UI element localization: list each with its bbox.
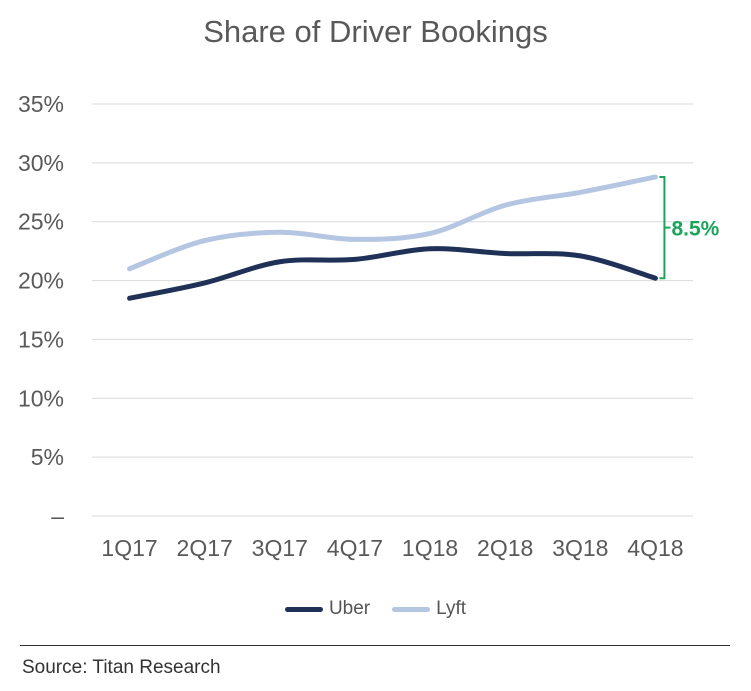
legend-swatch-uber xyxy=(284,606,323,612)
source-note: Source: Titan Research xyxy=(22,657,221,678)
y-axis-ticks: – 5% 10% 15% 20% 25% 30% 35% xyxy=(18,91,64,529)
x-tick-label: 4Q18 xyxy=(627,535,683,561)
y-tick-label: 20% xyxy=(18,268,64,294)
legend-label-uber: Uber xyxy=(328,598,371,619)
footer-divider xyxy=(20,645,730,646)
legend: Uber Lyft xyxy=(0,598,751,620)
x-tick-label: 2Q18 xyxy=(477,535,533,561)
line-chart: –5%10%15%20%25%30%35% 1Q17 2Q17 3Q17 4Q17 1Q… xyxy=(18,91,720,561)
series-line-uber xyxy=(127,246,658,301)
series-lines xyxy=(127,174,658,301)
y-tick-label: 10% xyxy=(18,385,64,411)
y-tick-label: – xyxy=(51,503,64,529)
y-tick-label: 25% xyxy=(18,209,64,235)
x-tick-label: 1Q18 xyxy=(402,535,458,561)
y-tick-label: 5% xyxy=(31,444,64,470)
annotation-bracket xyxy=(659,175,666,280)
x-tick-label: 2Q17 xyxy=(177,535,233,561)
legend-item-lyft: Lyft xyxy=(392,598,466,620)
x-axis-ticks: 1Q17 2Q17 3Q17 4Q17 1Q18 2Q18 3Q18 4Q18 xyxy=(101,535,683,561)
legend-label-lyft: Lyft xyxy=(436,598,467,619)
x-tick-label: 1Q17 xyxy=(101,535,157,561)
x-tick-label: 3Q18 xyxy=(552,535,608,561)
chart-title: Share of Driver Bookings xyxy=(203,14,548,49)
legend-item-uber: Uber xyxy=(284,598,371,620)
y-tick-label: 35% xyxy=(18,91,64,117)
legend-swatch-lyft xyxy=(392,606,431,612)
gridlines xyxy=(92,103,693,517)
y-tick-label: 30% xyxy=(18,150,64,176)
y-tick-label: 15% xyxy=(18,326,64,352)
x-tick-label: 4Q17 xyxy=(327,535,383,561)
difference-annotation: 8.5% xyxy=(659,175,720,280)
annotation-label: 8.5% xyxy=(671,218,719,241)
series-line-lyft xyxy=(127,174,658,272)
x-tick-label: 3Q17 xyxy=(252,535,308,561)
